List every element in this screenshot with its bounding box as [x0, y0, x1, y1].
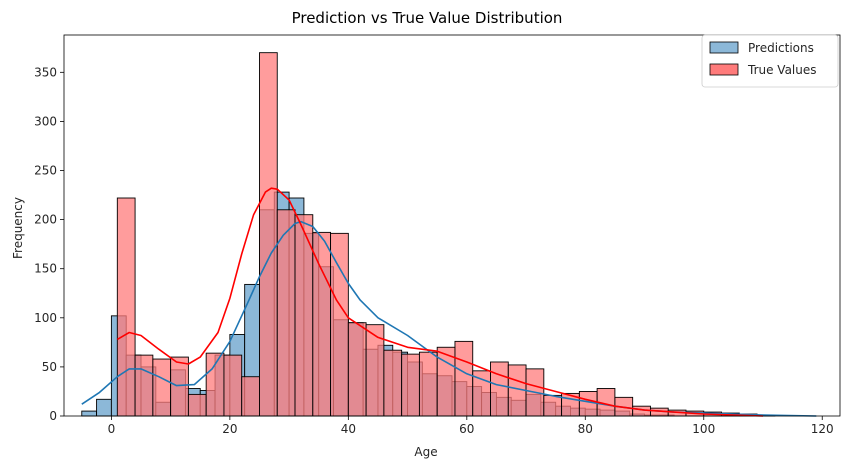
- true-values-bar: [383, 349, 403, 417]
- true-values-bar: [187, 393, 207, 417]
- x-axis-ticks: 0 20 40 60 80 100 120: [108, 416, 834, 436]
- true-values-bar: [241, 376, 260, 417]
- y-tick-label: 350: [34, 65, 57, 79]
- true-values-bar: [347, 322, 367, 417]
- true-values-kde-line: [116, 187, 764, 417]
- y-tick-label: 200: [34, 213, 57, 227]
- true-values-bar: [454, 340, 474, 417]
- x-tick-label: 20: [222, 422, 237, 436]
- x-tick-label: 40: [341, 422, 356, 436]
- legend-label-predictions: Predictions: [748, 41, 814, 55]
- true-values-bar: [170, 356, 189, 417]
- legend-label-true-values: True Values: [747, 63, 817, 77]
- predictions-kde-line: [81, 220, 817, 417]
- x-axis-label: Age: [414, 445, 437, 459]
- true-values-bar: [312, 231, 332, 417]
- plot-frame: [63, 34, 841, 417]
- y-axis-ticks: 0 50 100 150 200 250 300 350: [34, 65, 64, 423]
- y-axis-label: Frequency: [11, 197, 25, 259]
- legend-swatch-predictions: [709, 41, 739, 54]
- y-tick-label: 50: [42, 360, 57, 374]
- x-tick-label: 60: [459, 422, 474, 436]
- y-tick-label: 150: [34, 262, 57, 276]
- x-tick-label: 100: [692, 422, 715, 436]
- x-tick-label: 120: [811, 422, 834, 436]
- true-values-bar: [259, 52, 278, 417]
- y-tick-label: 0: [49, 409, 57, 423]
- true-values-bar: [401, 353, 420, 417]
- true-values-bar: [490, 361, 509, 417]
- true-values-bar: [134, 354, 154, 417]
- true-values-bar: [152, 358, 172, 417]
- true-values-bar: [205, 352, 225, 417]
- true-values-bar: [116, 197, 136, 417]
- x-tick-label: 0: [108, 422, 116, 436]
- true-values-bar: [578, 391, 598, 417]
- chart-title: Prediction vs True Value Distribution: [292, 9, 563, 27]
- true-values-bar: [330, 232, 349, 417]
- predictions-bar: [81, 410, 98, 417]
- true-values-bar: [223, 354, 243, 417]
- true-values-bar: [418, 351, 438, 417]
- y-tick-label: 250: [34, 164, 57, 178]
- x-tick-label: 80: [578, 422, 593, 436]
- predictions-bar: [96, 398, 112, 417]
- y-tick-label: 300: [34, 114, 57, 128]
- true-values-bar: [543, 394, 563, 417]
- y-tick-label: 100: [34, 311, 57, 325]
- true-values-bar: [436, 346, 456, 417]
- kde-lines: [81, 187, 817, 417]
- legend-swatch-true-values: [709, 63, 739, 76]
- legend: Predictions True Values: [701, 34, 839, 88]
